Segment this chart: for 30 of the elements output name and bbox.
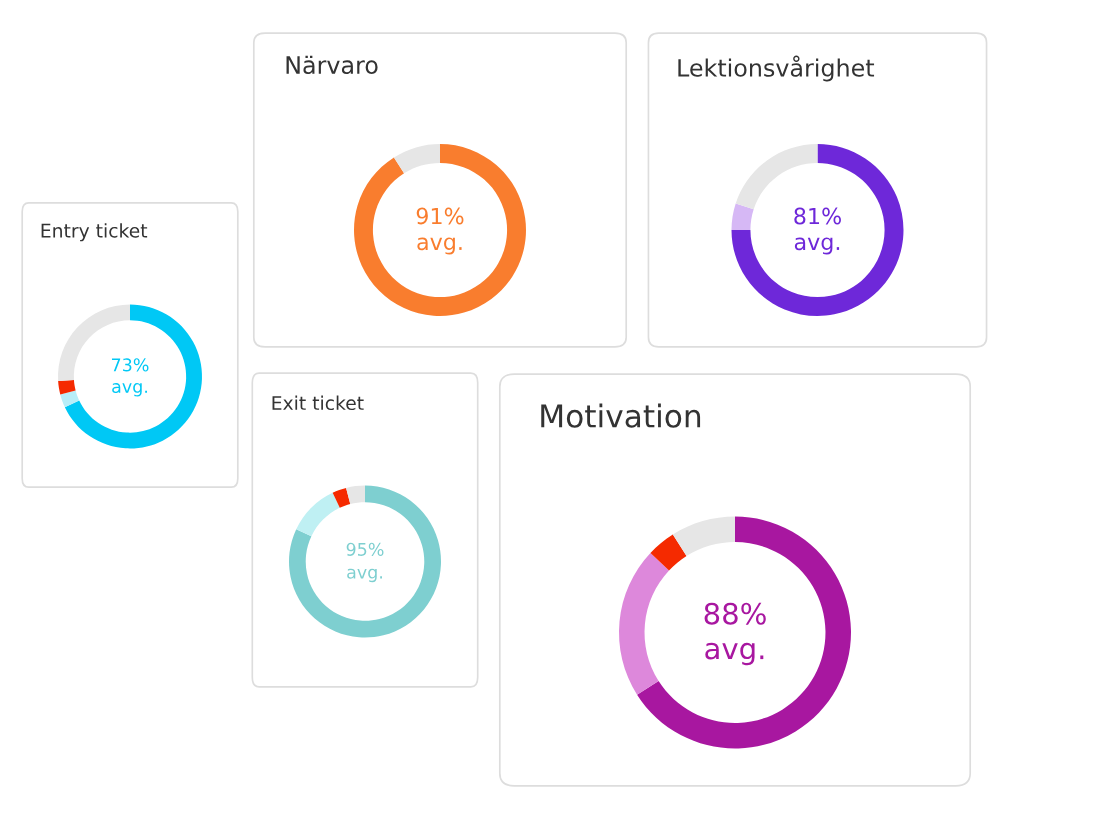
text: 88% bbox=[704, 602, 766, 625]
text: avg. bbox=[417, 237, 462, 255]
donut-slice bbox=[289, 485, 441, 638]
donut-slice bbox=[354, 144, 526, 316]
text: 95% bbox=[346, 542, 384, 556]
chart-title: Exit ticket bbox=[272, 395, 364, 411]
donut-slice bbox=[60, 390, 80, 408]
chart-title: Lektionsvårighet bbox=[678, 55, 875, 82]
donut-slice bbox=[332, 487, 351, 508]
text: avg. bbox=[705, 642, 764, 666]
donut-slice bbox=[731, 203, 754, 230]
donut-slice bbox=[346, 485, 365, 505]
chart-title: Motivation bbox=[541, 403, 701, 428]
donut-slice bbox=[731, 144, 904, 316]
donut-slice bbox=[650, 534, 687, 571]
donut-slice bbox=[64, 304, 202, 449]
text: avg. bbox=[347, 568, 382, 583]
donut-slice bbox=[58, 380, 76, 395]
text: avg. bbox=[112, 383, 147, 397]
chart-title: Närvaro bbox=[286, 55, 378, 75]
text: avg. bbox=[794, 237, 840, 255]
text: 73% bbox=[111, 358, 149, 372]
donut-slice bbox=[672, 516, 735, 557]
donut-slice bbox=[619, 553, 670, 695]
chart-title: Entry ticket bbox=[41, 223, 148, 242]
donut-slice bbox=[296, 492, 340, 537]
donut-slice bbox=[393, 144, 440, 174]
text: 81% bbox=[794, 207, 841, 225]
text: 91% bbox=[416, 207, 464, 225]
donut-slice bbox=[637, 516, 851, 749]
